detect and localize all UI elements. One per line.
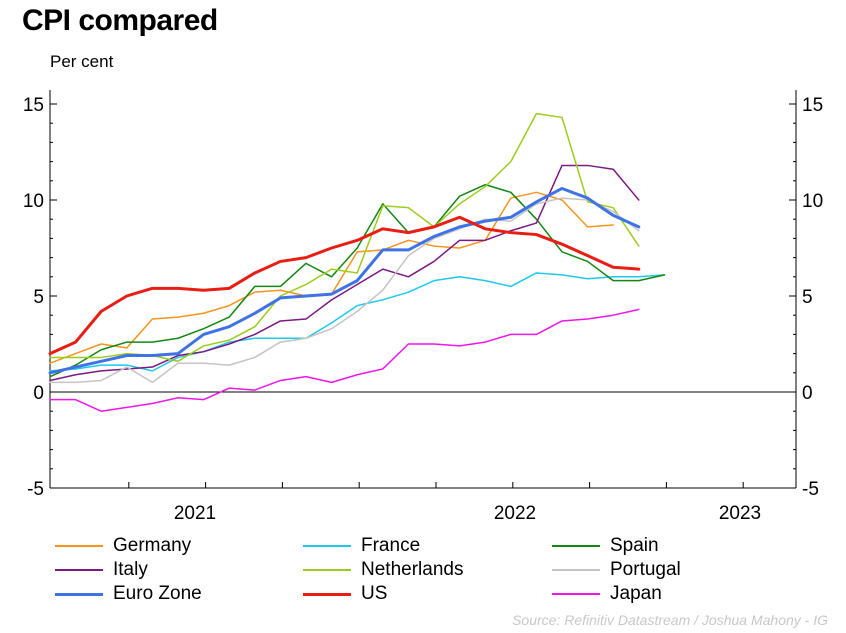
legend-label: Germany [113, 535, 192, 556]
x-tick-label: 2022 [494, 503, 536, 524]
legend-swatch [552, 569, 600, 571]
legend-swatch [552, 593, 600, 595]
legend-label: Portugal [610, 559, 681, 580]
legend-item-netherlands: Netherlands [303, 558, 463, 582]
series-line-france [49, 272, 666, 372]
series-line-euro-zone [48, 186, 641, 375]
legend-label: Italy [113, 559, 148, 580]
legend-item-portugal: Portugal [552, 558, 681, 582]
legend-swatch [303, 569, 351, 571]
legend-label: France [361, 535, 421, 556]
legend-swatch [55, 545, 103, 547]
legend-label: Spain [610, 535, 659, 556]
series-line-spain [49, 183, 666, 378]
legend-item-germany: Germany [55, 534, 191, 558]
legend-label: US [361, 583, 388, 604]
y-tick-label-left: -5 [27, 479, 44, 500]
legend-item-italy: Italy [55, 558, 148, 582]
y-tick-label-left: 15 [23, 95, 44, 116]
y-tick-label-right: -5 [802, 479, 819, 500]
y-tick-label-right: 0 [802, 383, 813, 404]
legend-item-france: France [303, 534, 420, 558]
legend-item-euro-zone: Euro Zone [55, 582, 202, 606]
chart-title: CPI compared [22, 4, 218, 37]
series-line-italy [49, 164, 640, 382]
chart-legend: Germany France Spain Italy Netherlands Portug… [55, 534, 835, 606]
y-tick-label-right: 10 [802, 191, 823, 212]
y-tick-label-left: 10 [23, 191, 44, 212]
y-tick-label-right: 15 [802, 95, 823, 116]
legend-swatch [552, 545, 600, 547]
legend-label: Japan [610, 583, 662, 604]
legend-swatch [303, 545, 351, 547]
legend-swatch [55, 592, 103, 596]
series-line-portugal [49, 197, 640, 384]
legend-item-spain: Spain [552, 534, 659, 558]
y-tick-label-left: 5 [33, 287, 44, 308]
x-tick-label: 2021 [174, 503, 216, 524]
source-note: Source: Refinitiv Datastream / Joshua Ma… [512, 612, 828, 628]
legend-swatch [55, 569, 103, 571]
x-tick-label: 2023 [719, 503, 761, 524]
series-line-japan [49, 308, 640, 412]
legend-item-japan: Japan [552, 582, 662, 606]
legend-swatch [303, 592, 351, 596]
series-line-us [48, 215, 641, 356]
legend-item-us: US [303, 582, 387, 606]
y-tick-label-left: 0 [33, 383, 44, 404]
legend-label: Netherlands [361, 559, 464, 580]
chart-subtitle: Per cent [50, 52, 114, 71]
legend-label: Euro Zone [113, 583, 202, 604]
y-tick-label-right: 5 [802, 287, 813, 308]
